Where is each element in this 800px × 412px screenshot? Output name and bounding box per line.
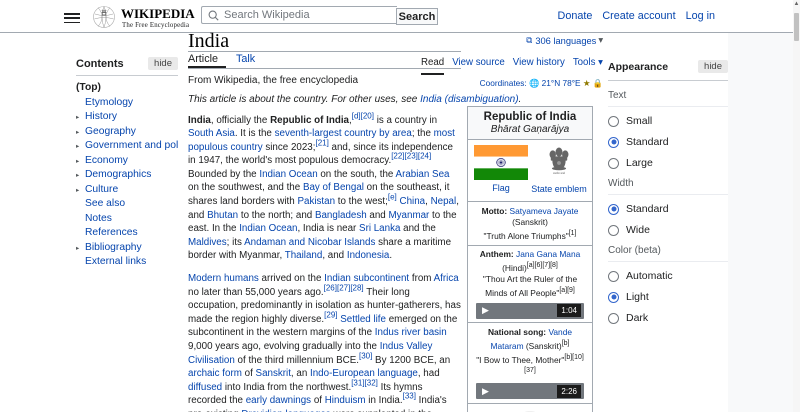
svg-text:सत्यमेव जयते: सत्यमेव जयते	[553, 171, 565, 175]
svg-text:普: 普	[101, 9, 107, 17]
